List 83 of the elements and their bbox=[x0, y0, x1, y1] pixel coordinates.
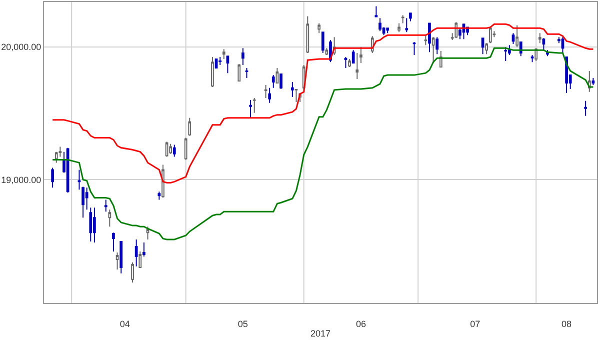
candlestick bbox=[348, 58, 351, 68]
candlestick bbox=[306, 16, 310, 54]
candlestick bbox=[245, 68, 248, 78]
candlestick bbox=[138, 251, 142, 268]
candlestick bbox=[272, 74, 275, 88]
candlestick bbox=[512, 32, 515, 45]
candlestick bbox=[238, 64, 241, 82]
candlestick bbox=[542, 38, 546, 51]
candlestick bbox=[405, 18, 408, 33]
candlestick bbox=[294, 88, 298, 102]
candlestick bbox=[401, 14, 404, 24]
x-tick-label: 06 bbox=[356, 318, 366, 329]
candlestick bbox=[134, 238, 138, 267]
candlestick bbox=[538, 32, 542, 44]
candlestick bbox=[108, 209, 112, 228]
candlestick bbox=[146, 226, 150, 240]
x-tick-label: 05 bbox=[238, 318, 248, 329]
candlestick bbox=[51, 167, 54, 188]
candlestick bbox=[504, 46, 508, 62]
x-tick-label: 04 bbox=[120, 318, 130, 329]
candlestick bbox=[398, 22, 400, 33]
candlestick bbox=[78, 169, 81, 190]
candlestick bbox=[116, 252, 119, 270]
candlestick bbox=[428, 22, 431, 53]
candlestick bbox=[268, 87, 272, 104]
candlestick bbox=[131, 262, 134, 283]
candlestick bbox=[82, 186, 84, 218]
candlestick bbox=[280, 74, 282, 90]
candlestick bbox=[409, 12, 412, 22]
candlestick bbox=[386, 28, 390, 34]
y-tick-label: 20,000.00 bbox=[1, 42, 42, 52]
x-tick-label: 08 bbox=[562, 318, 572, 329]
candlestick bbox=[89, 207, 92, 242]
candlestick bbox=[211, 56, 214, 88]
candlestick bbox=[356, 52, 359, 80]
candlestick bbox=[104, 199, 108, 212]
line-series bbox=[52, 23, 594, 184]
candlestick bbox=[374, 6, 378, 18]
candlestick bbox=[112, 232, 115, 252]
candlestick bbox=[436, 36, 439, 55]
line-series bbox=[52, 47, 594, 240]
candlestick bbox=[93, 207, 96, 244]
candlestick bbox=[352, 50, 355, 64]
candlestick bbox=[592, 77, 595, 86]
candlestick bbox=[424, 34, 428, 46]
candlestick bbox=[158, 191, 161, 200]
candlestick bbox=[249, 99, 252, 118]
candlestick bbox=[290, 81, 294, 98]
candlestick bbox=[120, 240, 123, 274]
candlestick bbox=[360, 46, 362, 64]
x-axis-title: 2017 bbox=[310, 328, 331, 339]
candlestick bbox=[142, 242, 146, 257]
candlestick bbox=[561, 36, 564, 54]
candlestick bbox=[321, 32, 324, 54]
candlestick bbox=[530, 54, 534, 63]
candlestick bbox=[325, 48, 328, 56]
candlestick bbox=[481, 38, 484, 55]
candlestick bbox=[222, 48, 226, 60]
candlestick bbox=[318, 22, 321, 34]
candlestick bbox=[226, 56, 230, 74]
candlestick bbox=[54, 151, 58, 164]
candlestick bbox=[241, 48, 244, 66]
candlestick bbox=[488, 26, 492, 44]
candlestick bbox=[188, 117, 192, 136]
candlestick bbox=[184, 137, 188, 160]
x-tick-label: 07 bbox=[470, 318, 480, 329]
candlestick bbox=[169, 143, 172, 154]
y-tick-label: 19,000.00 bbox=[1, 174, 42, 185]
candlestick bbox=[516, 24, 518, 48]
candlestick bbox=[378, 18, 382, 32]
candlestick bbox=[344, 56, 348, 69]
candlestick bbox=[276, 68, 279, 84]
candlestick bbox=[454, 22, 458, 39]
candlestick bbox=[252, 98, 256, 114]
candlestick bbox=[218, 56, 222, 66]
candlestick bbox=[412, 42, 416, 56]
candlestick bbox=[584, 100, 588, 116]
candlestick bbox=[485, 42, 488, 55]
candlestick bbox=[172, 144, 176, 158]
candlestick bbox=[432, 36, 435, 64]
candlestick bbox=[264, 84, 268, 98]
candlestick bbox=[458, 28, 462, 40]
candlestick bbox=[546, 50, 549, 57]
